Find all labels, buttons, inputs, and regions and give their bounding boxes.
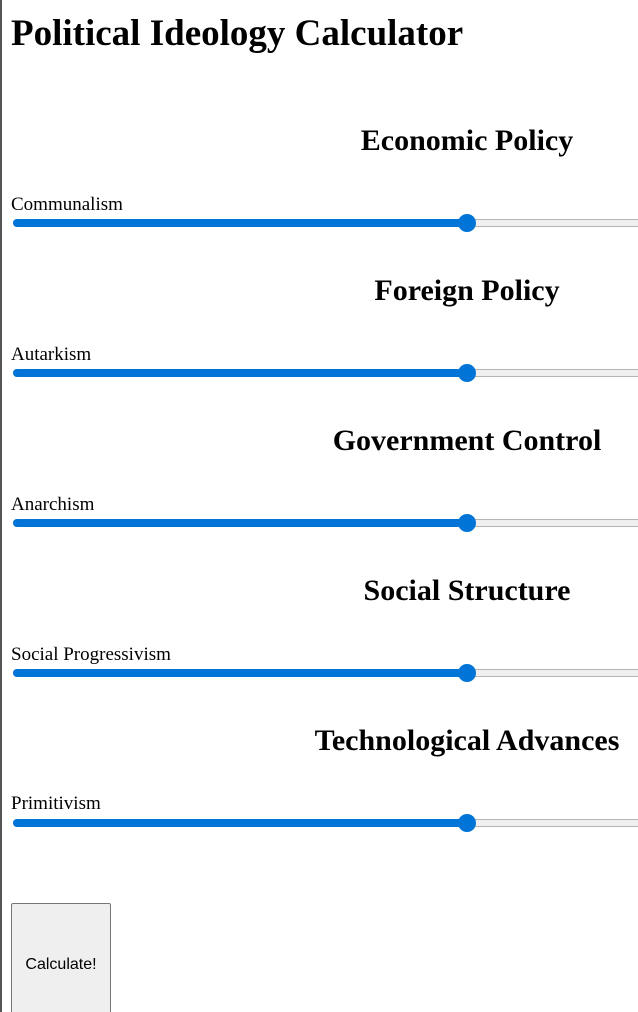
section-title: Foreign Policy bbox=[0, 273, 638, 309]
slider-fill bbox=[13, 819, 467, 827]
slider-fill bbox=[13, 369, 467, 377]
page-title: Political Ideology Calculator bbox=[11, 12, 463, 56]
slider-fill bbox=[13, 519, 467, 527]
slider-fill bbox=[13, 669, 467, 677]
calculate-button-label: Calculate! bbox=[12, 956, 110, 974]
foreign-policy-slider[interactable] bbox=[13, 363, 638, 385]
calculate-button[interactable]: Calculate! bbox=[11, 903, 111, 1012]
section-economic-policy: Economic Policy Communalism bbox=[0, 123, 638, 273]
section-technological-advances: Technological Advances Primitivism bbox=[0, 723, 638, 873]
slider-thumb[interactable] bbox=[458, 814, 476, 832]
section-foreign-policy: Foreign Policy Autarkism bbox=[0, 273, 638, 423]
section-title: Social Structure bbox=[0, 573, 638, 609]
slider-thumb[interactable] bbox=[458, 514, 476, 532]
technological-advances-slider[interactable] bbox=[13, 813, 638, 835]
section-social-structure: Social Structure Social Progressivism bbox=[0, 573, 638, 723]
economic-policy-slider[interactable] bbox=[13, 213, 638, 235]
slider-thumb[interactable] bbox=[458, 664, 476, 682]
section-government-control: Government Control Anarchism bbox=[0, 423, 638, 573]
section-title: Economic Policy bbox=[0, 123, 638, 159]
slider-thumb[interactable] bbox=[458, 364, 476, 382]
social-structure-slider[interactable] bbox=[13, 663, 638, 685]
section-title: Government Control bbox=[0, 423, 638, 459]
slider-fill bbox=[13, 219, 467, 227]
government-control-slider[interactable] bbox=[13, 513, 638, 535]
slider-thumb[interactable] bbox=[458, 214, 476, 232]
slider-left-label: Primitivism bbox=[11, 793, 101, 815]
section-title: Technological Advances bbox=[0, 723, 638, 759]
